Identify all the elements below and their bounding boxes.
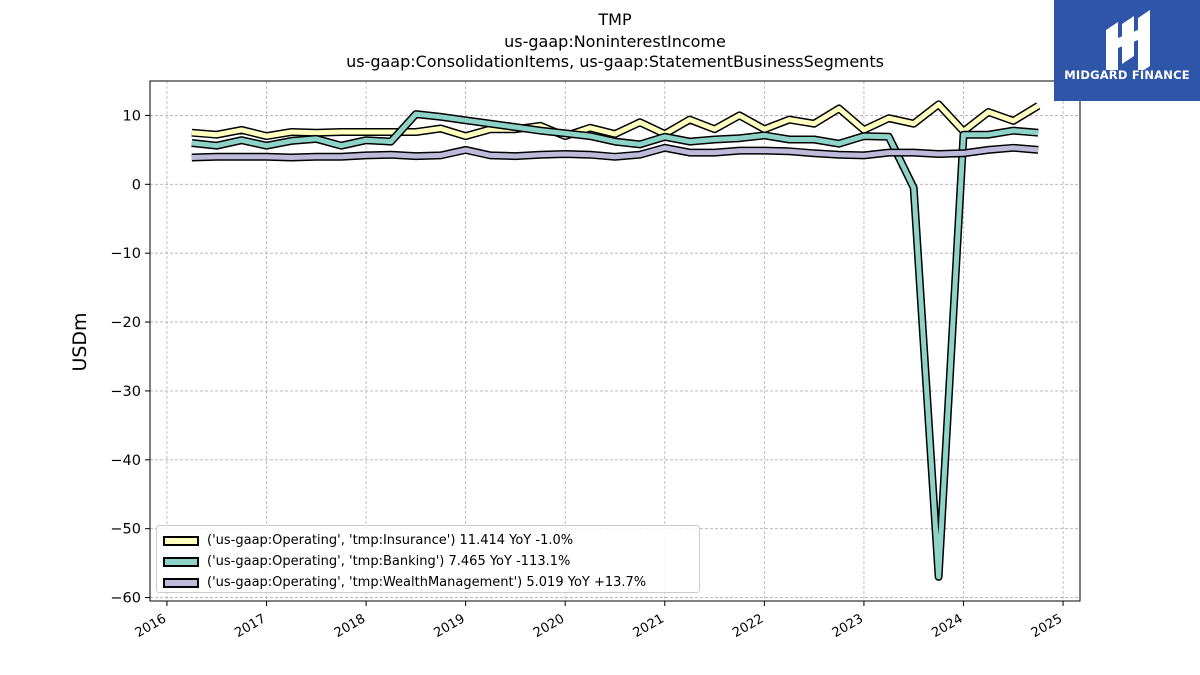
y-tick-label: −10 — [110, 246, 141, 262]
legend: ('us-gaap:Operating', 'tmp:Insurance') 1… — [156, 525, 700, 593]
series-line — [191, 101, 1040, 139]
chart-subtitle-dimensions: us-gaap:ConsolidationItems, us-gaap:Stat… — [346, 52, 884, 71]
legend-swatch — [163, 556, 199, 567]
logo-mark-icon — [1106, 10, 1150, 70]
legend-label: ('us-gaap:Operating', 'tmp:Insurance') 1… — [207, 533, 574, 548]
series-line — [191, 145, 1039, 160]
y-tick-label: −60 — [110, 591, 141, 607]
y-tick-label: −40 — [110, 453, 141, 469]
x-tick-label: 2021 — [631, 611, 667, 641]
x-tick-label: 2016 — [133, 611, 169, 641]
x-tick-label: 2024 — [929, 611, 965, 641]
legend-item: ('us-gaap:Operating', 'tmp:Banking') 7.4… — [163, 551, 693, 572]
logo-text: MIDGARD FINANCE — [1064, 68, 1190, 82]
x-tick-label: 2018 — [332, 611, 368, 641]
y-tick-label: −20 — [110, 315, 141, 331]
x-tick-label: 2019 — [431, 611, 467, 641]
x-tick-label: 2025 — [1029, 611, 1065, 641]
y-tick-label: 10 — [123, 108, 141, 124]
legend-item: ('us-gaap:Operating', 'tmp:Insurance') 1… — [163, 530, 693, 551]
legend-swatch — [163, 535, 199, 546]
x-tick-label: 2023 — [830, 611, 866, 641]
legend-swatch — [163, 577, 199, 588]
legend-label: ('us-gaap:Operating', 'tmp:WealthManagem… — [207, 575, 647, 590]
x-tick-label: 2022 — [730, 611, 766, 641]
chart-title: TMP — [598, 10, 632, 29]
legend-label: ('us-gaap:Operating', 'tmp:Banking') 7.4… — [207, 554, 571, 569]
legend-item: ('us-gaap:Operating', 'tmp:WealthManagem… — [163, 572, 693, 593]
y-tick-label: −30 — [110, 384, 141, 400]
y-tick-label: −50 — [110, 522, 141, 538]
x-tick-label: 2017 — [232, 611, 268, 641]
y-axis-label: USDm — [69, 312, 91, 371]
chart-subtitle-concept: us-gaap:NoninterestIncome — [504, 32, 726, 51]
series-line — [191, 111, 1039, 580]
axes-frame — [149, 80, 1081, 602]
x-tick-label: 2020 — [531, 611, 567, 641]
y-tick-label: 0 — [132, 177, 141, 193]
series-lines — [191, 100, 1041, 581]
brand-logo: MIDGARD FINANCE — [1054, 0, 1200, 101]
